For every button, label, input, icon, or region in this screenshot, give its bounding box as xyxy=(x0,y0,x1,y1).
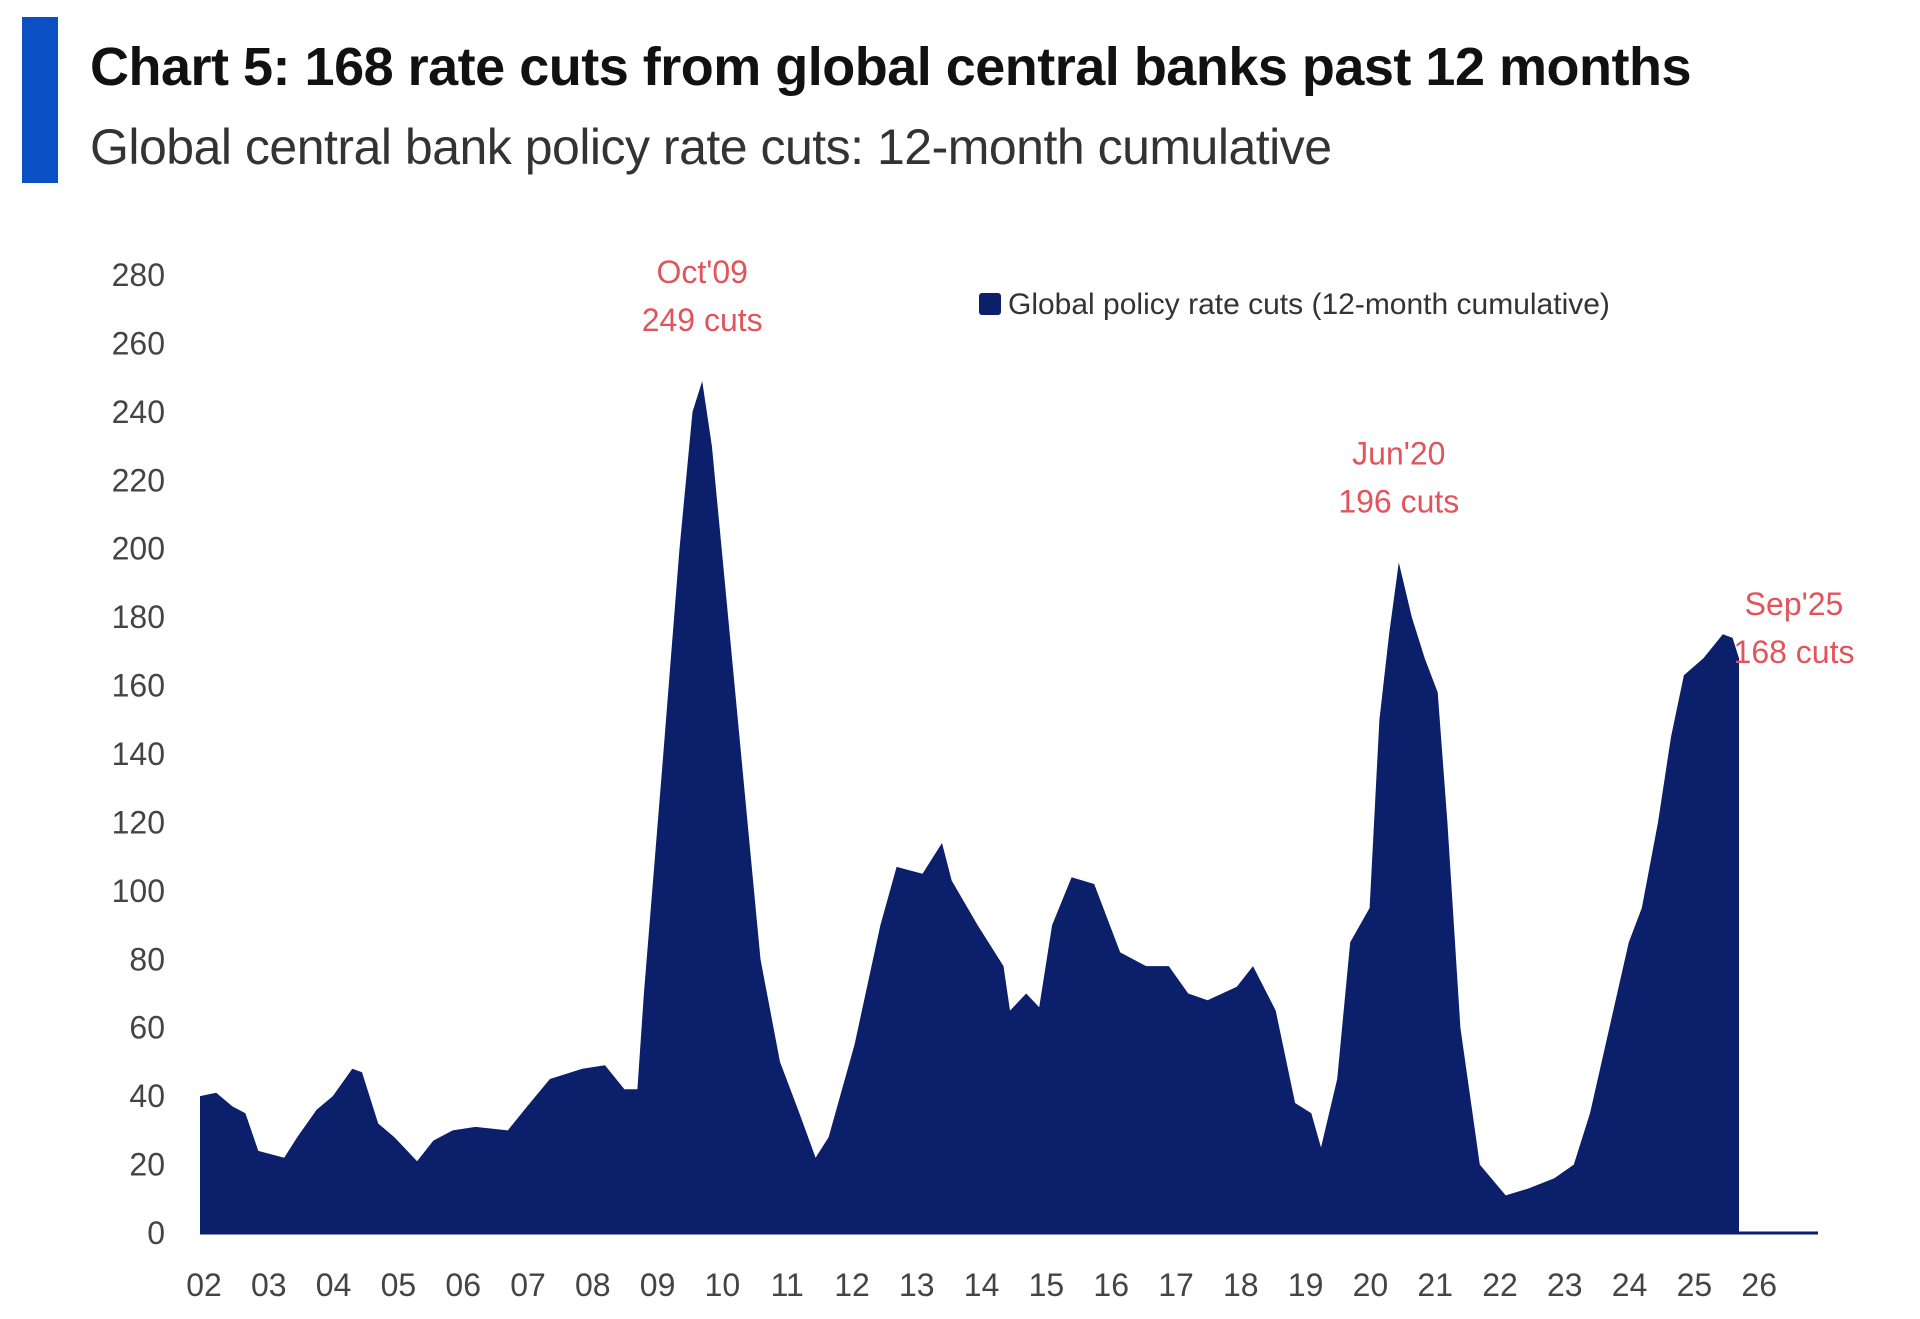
x-tick-label: 23 xyxy=(1547,1267,1583,1303)
annotation-value: 196 cuts xyxy=(1338,483,1459,519)
x-tick-label: 07 xyxy=(510,1267,546,1303)
annotation-value: 168 cuts xyxy=(1734,634,1855,670)
y-tick-label: 220 xyxy=(112,462,165,498)
annotation-value: 249 cuts xyxy=(642,302,763,338)
x-tick-label: 08 xyxy=(575,1267,611,1303)
chart-title: Chart 5: 168 rate cuts from global centr… xyxy=(90,37,1691,97)
y-tick-label: 160 xyxy=(112,668,165,704)
y-tick-label: 0 xyxy=(147,1215,165,1251)
legend: Global policy rate cuts (12-month cumula… xyxy=(979,288,1610,321)
annotation-date: Jun'20 xyxy=(1352,435,1445,471)
y-tick-label: 20 xyxy=(129,1147,165,1183)
x-axis: 02 03 04 05 06 07 08 09 10 11 12 13 14 15 16 17 18 19 20 21… xyxy=(186,1267,1777,1303)
annotations: Oct'09 249 cuts Jun'20 196 cuts Sep'25 168 cu… xyxy=(642,254,1855,670)
annotation-date: Oct'09 xyxy=(656,254,747,290)
chart-subtitle: Global central bank policy rate cuts: 12… xyxy=(90,119,1332,175)
annotation-date: Sep'25 xyxy=(1745,586,1844,622)
series-area-global-policy-rate-cuts xyxy=(200,381,1739,1234)
legend-swatch xyxy=(979,293,1001,315)
x-tick-label: 18 xyxy=(1223,1267,1259,1303)
y-tick-label: 80 xyxy=(129,941,165,977)
x-tick-label: 13 xyxy=(899,1267,935,1303)
x-tick-label: 14 xyxy=(964,1267,1000,1303)
x-tick-label: 05 xyxy=(381,1267,417,1303)
y-tick-label: 200 xyxy=(112,531,165,567)
x-tick-label: 26 xyxy=(1741,1267,1777,1303)
y-tick-label: 140 xyxy=(112,736,165,772)
x-tick-label: 11 xyxy=(771,1267,804,1303)
x-tick-label: 10 xyxy=(705,1267,741,1303)
y-tick-label: 100 xyxy=(112,873,165,909)
y-tick-label: 120 xyxy=(112,804,165,840)
x-tick-label: 09 xyxy=(640,1267,676,1303)
x-tick-label: 24 xyxy=(1612,1267,1648,1303)
x-tick-label: 20 xyxy=(1353,1267,1389,1303)
x-tick-label: 22 xyxy=(1482,1267,1518,1303)
y-tick-label: 40 xyxy=(129,1078,165,1114)
y-tick-label: 240 xyxy=(112,394,165,430)
legend-label: Global policy rate cuts (12-month cumula… xyxy=(1008,288,1610,321)
x-tick-label: 17 xyxy=(1158,1267,1194,1303)
y-tick-label: 180 xyxy=(112,599,165,635)
x-tick-label: 19 xyxy=(1288,1267,1324,1303)
y-tick-label: 280 xyxy=(112,257,165,293)
x-tick-label: 16 xyxy=(1093,1267,1129,1303)
title-accent-bar xyxy=(22,17,58,183)
x-tick-label: 06 xyxy=(445,1267,481,1303)
x-tick-label: 03 xyxy=(251,1267,287,1303)
x-tick-label: 25 xyxy=(1677,1267,1713,1303)
x-tick-label: 15 xyxy=(1029,1267,1065,1303)
y-tick-label: 260 xyxy=(112,325,165,361)
x-tick-label: 02 xyxy=(186,1267,222,1303)
x-tick-label: 04 xyxy=(316,1267,352,1303)
x-tick-label: 12 xyxy=(834,1267,870,1303)
y-tick-label: 60 xyxy=(129,1010,165,1046)
x-tick-label: 21 xyxy=(1417,1267,1453,1303)
y-axis: 0 20 40 60 80 100 120 140 160 180 200 220 240 260 280 xyxy=(112,257,165,1251)
